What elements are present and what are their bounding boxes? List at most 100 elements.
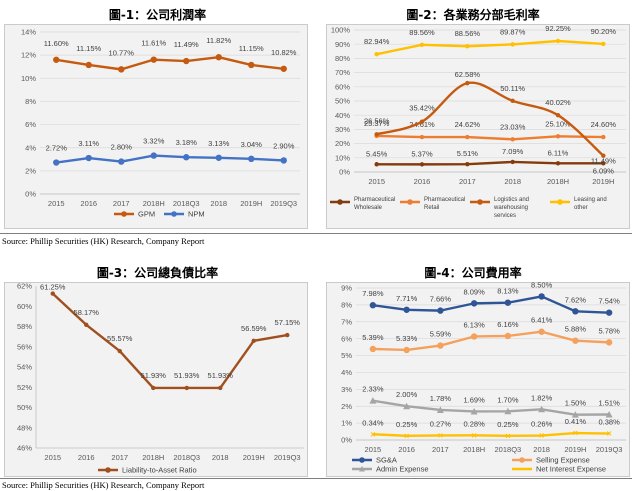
data-point bbox=[465, 134, 470, 140]
y-tick-label: 48% bbox=[17, 423, 32, 432]
x-tick-label: 2018H bbox=[547, 177, 569, 186]
data-point bbox=[374, 132, 379, 137]
x-tick-label: 2018Q3 bbox=[495, 445, 522, 454]
data-label: 5.59% bbox=[430, 330, 452, 339]
data-point bbox=[118, 66, 125, 73]
data-point bbox=[374, 162, 379, 167]
data-label: 8.09% bbox=[463, 287, 485, 296]
data-label: 5.39% bbox=[362, 333, 384, 342]
legend-label: Pharmaceutical Wholesale bbox=[354, 197, 395, 211]
data-point bbox=[465, 80, 470, 86]
data-point: × bbox=[606, 429, 611, 439]
data-label: 26.56% bbox=[364, 116, 390, 125]
data-label: 6.41% bbox=[531, 316, 553, 325]
data-label: 0.27% bbox=[430, 419, 452, 428]
data-label: 51.93% bbox=[141, 371, 167, 380]
data-label: 89.56% bbox=[409, 28, 435, 37]
y-tick-label: 90% bbox=[335, 40, 350, 49]
data-label: 58.17% bbox=[74, 308, 100, 317]
x-tick-label: 2015 bbox=[48, 199, 65, 208]
data-point bbox=[538, 293, 545, 300]
data-label: 6.09% bbox=[593, 166, 615, 175]
source-note-bottom: Source: Phillip Securities (HK) Research… bbox=[2, 480, 205, 490]
data-point bbox=[150, 56, 157, 63]
data-point: × bbox=[438, 430, 443, 440]
y-tick-label: 10% bbox=[21, 74, 36, 83]
data-point bbox=[572, 308, 579, 315]
chart-1-title: 圖-1：公司利潤率 bbox=[108, 8, 207, 22]
series-line-net-interest-expense bbox=[372, 431, 610, 437]
data-point bbox=[601, 134, 606, 140]
data-label: 88.56% bbox=[455, 29, 481, 38]
y-tick-label: 7% bbox=[341, 317, 352, 326]
legend-label: NPM bbox=[188, 210, 205, 219]
data-label: 0.34% bbox=[362, 418, 384, 427]
data-point bbox=[369, 302, 377, 309]
data-point bbox=[555, 134, 561, 139]
data-point bbox=[251, 338, 256, 343]
y-tick-label: 56% bbox=[17, 342, 32, 351]
data-label: 3.18% bbox=[176, 138, 198, 147]
data-point bbox=[285, 332, 290, 338]
data-point bbox=[571, 411, 579, 418]
data-point bbox=[85, 61, 92, 69]
data-label: 0.26% bbox=[531, 420, 553, 429]
series-line-admin-expense bbox=[372, 399, 610, 416]
chart-4-title: 圖-4：公司費用率 bbox=[424, 266, 522, 280]
x-tick-label: 2019Q3 bbox=[596, 445, 623, 454]
y-tick-label: 10% bbox=[335, 153, 350, 162]
data-label: 0.41% bbox=[565, 417, 587, 426]
y-tick-label: 60% bbox=[335, 82, 350, 91]
data-label: 23.03% bbox=[500, 122, 526, 131]
x-tick-label: 2018 bbox=[504, 177, 521, 186]
data-point bbox=[369, 397, 377, 404]
data-label: 11.15% bbox=[76, 44, 101, 53]
y-tick-label: 0% bbox=[341, 436, 352, 445]
chart-1-gross-net-margin: 0% 2% 4% 6% 8% 10% 12% 14% 2015 2016 2017 2018H 2018… bbox=[4, 24, 308, 229]
legend-marker bbox=[121, 211, 127, 217]
legend-marker bbox=[557, 199, 563, 205]
data-label: 7.09% bbox=[502, 147, 524, 156]
data-label: 1.70% bbox=[497, 395, 519, 404]
data-point: × bbox=[370, 429, 375, 439]
data-label: 8.13% bbox=[497, 287, 519, 296]
data-label: 7.62% bbox=[565, 295, 587, 304]
data-label: 11.49% bbox=[174, 40, 199, 49]
data-label: 24.62% bbox=[455, 120, 481, 129]
data-point bbox=[403, 402, 411, 410]
data-label: 1.78% bbox=[430, 394, 452, 403]
data-point bbox=[555, 161, 561, 166]
y-tick-label: 40% bbox=[335, 111, 350, 120]
legend-marker bbox=[105, 467, 111, 473]
x-tick-label: 2018Q3 bbox=[173, 199, 200, 208]
data-point bbox=[118, 158, 125, 165]
y-tick-label: 62% bbox=[17, 282, 32, 291]
y-tick-label: 8% bbox=[25, 97, 36, 106]
data-label: 5.45% bbox=[366, 149, 388, 158]
data-label: 5.37% bbox=[411, 149, 433, 158]
divider-line-top bbox=[0, 233, 632, 234]
data-label: 55.57% bbox=[107, 334, 133, 343]
data-point bbox=[465, 44, 470, 49]
chart-2-segment-gross-margin: 0% 10% 20% 30% 40% 50% 60% 70% 80% 90% 100% 2015 201… bbox=[326, 24, 630, 229]
data-point bbox=[538, 328, 545, 335]
data-point bbox=[280, 65, 287, 72]
data-point bbox=[215, 154, 222, 161]
legend-label: Net Interest Expense bbox=[536, 465, 606, 474]
chart-3-title: 圖-3：公司總負債比率 bbox=[96, 266, 219, 280]
data-point: × bbox=[404, 431, 409, 441]
data-label: 25.10% bbox=[545, 119, 571, 128]
legend-label: GPM bbox=[138, 210, 155, 219]
y-tick-label: 80% bbox=[335, 54, 350, 63]
data-point bbox=[117, 348, 122, 354]
data-label: 57.15% bbox=[275, 318, 301, 327]
y-tick-label: 5% bbox=[341, 351, 352, 360]
legend-marker bbox=[337, 199, 343, 205]
data-point bbox=[151, 385, 156, 391]
data-point bbox=[504, 332, 512, 340]
y-tick-label: 12% bbox=[21, 51, 36, 60]
data-label: 51.93% bbox=[174, 371, 200, 380]
data-point bbox=[419, 119, 425, 124]
data-label: 0.25% bbox=[396, 420, 418, 429]
data-label: 10.77% bbox=[109, 48, 135, 57]
